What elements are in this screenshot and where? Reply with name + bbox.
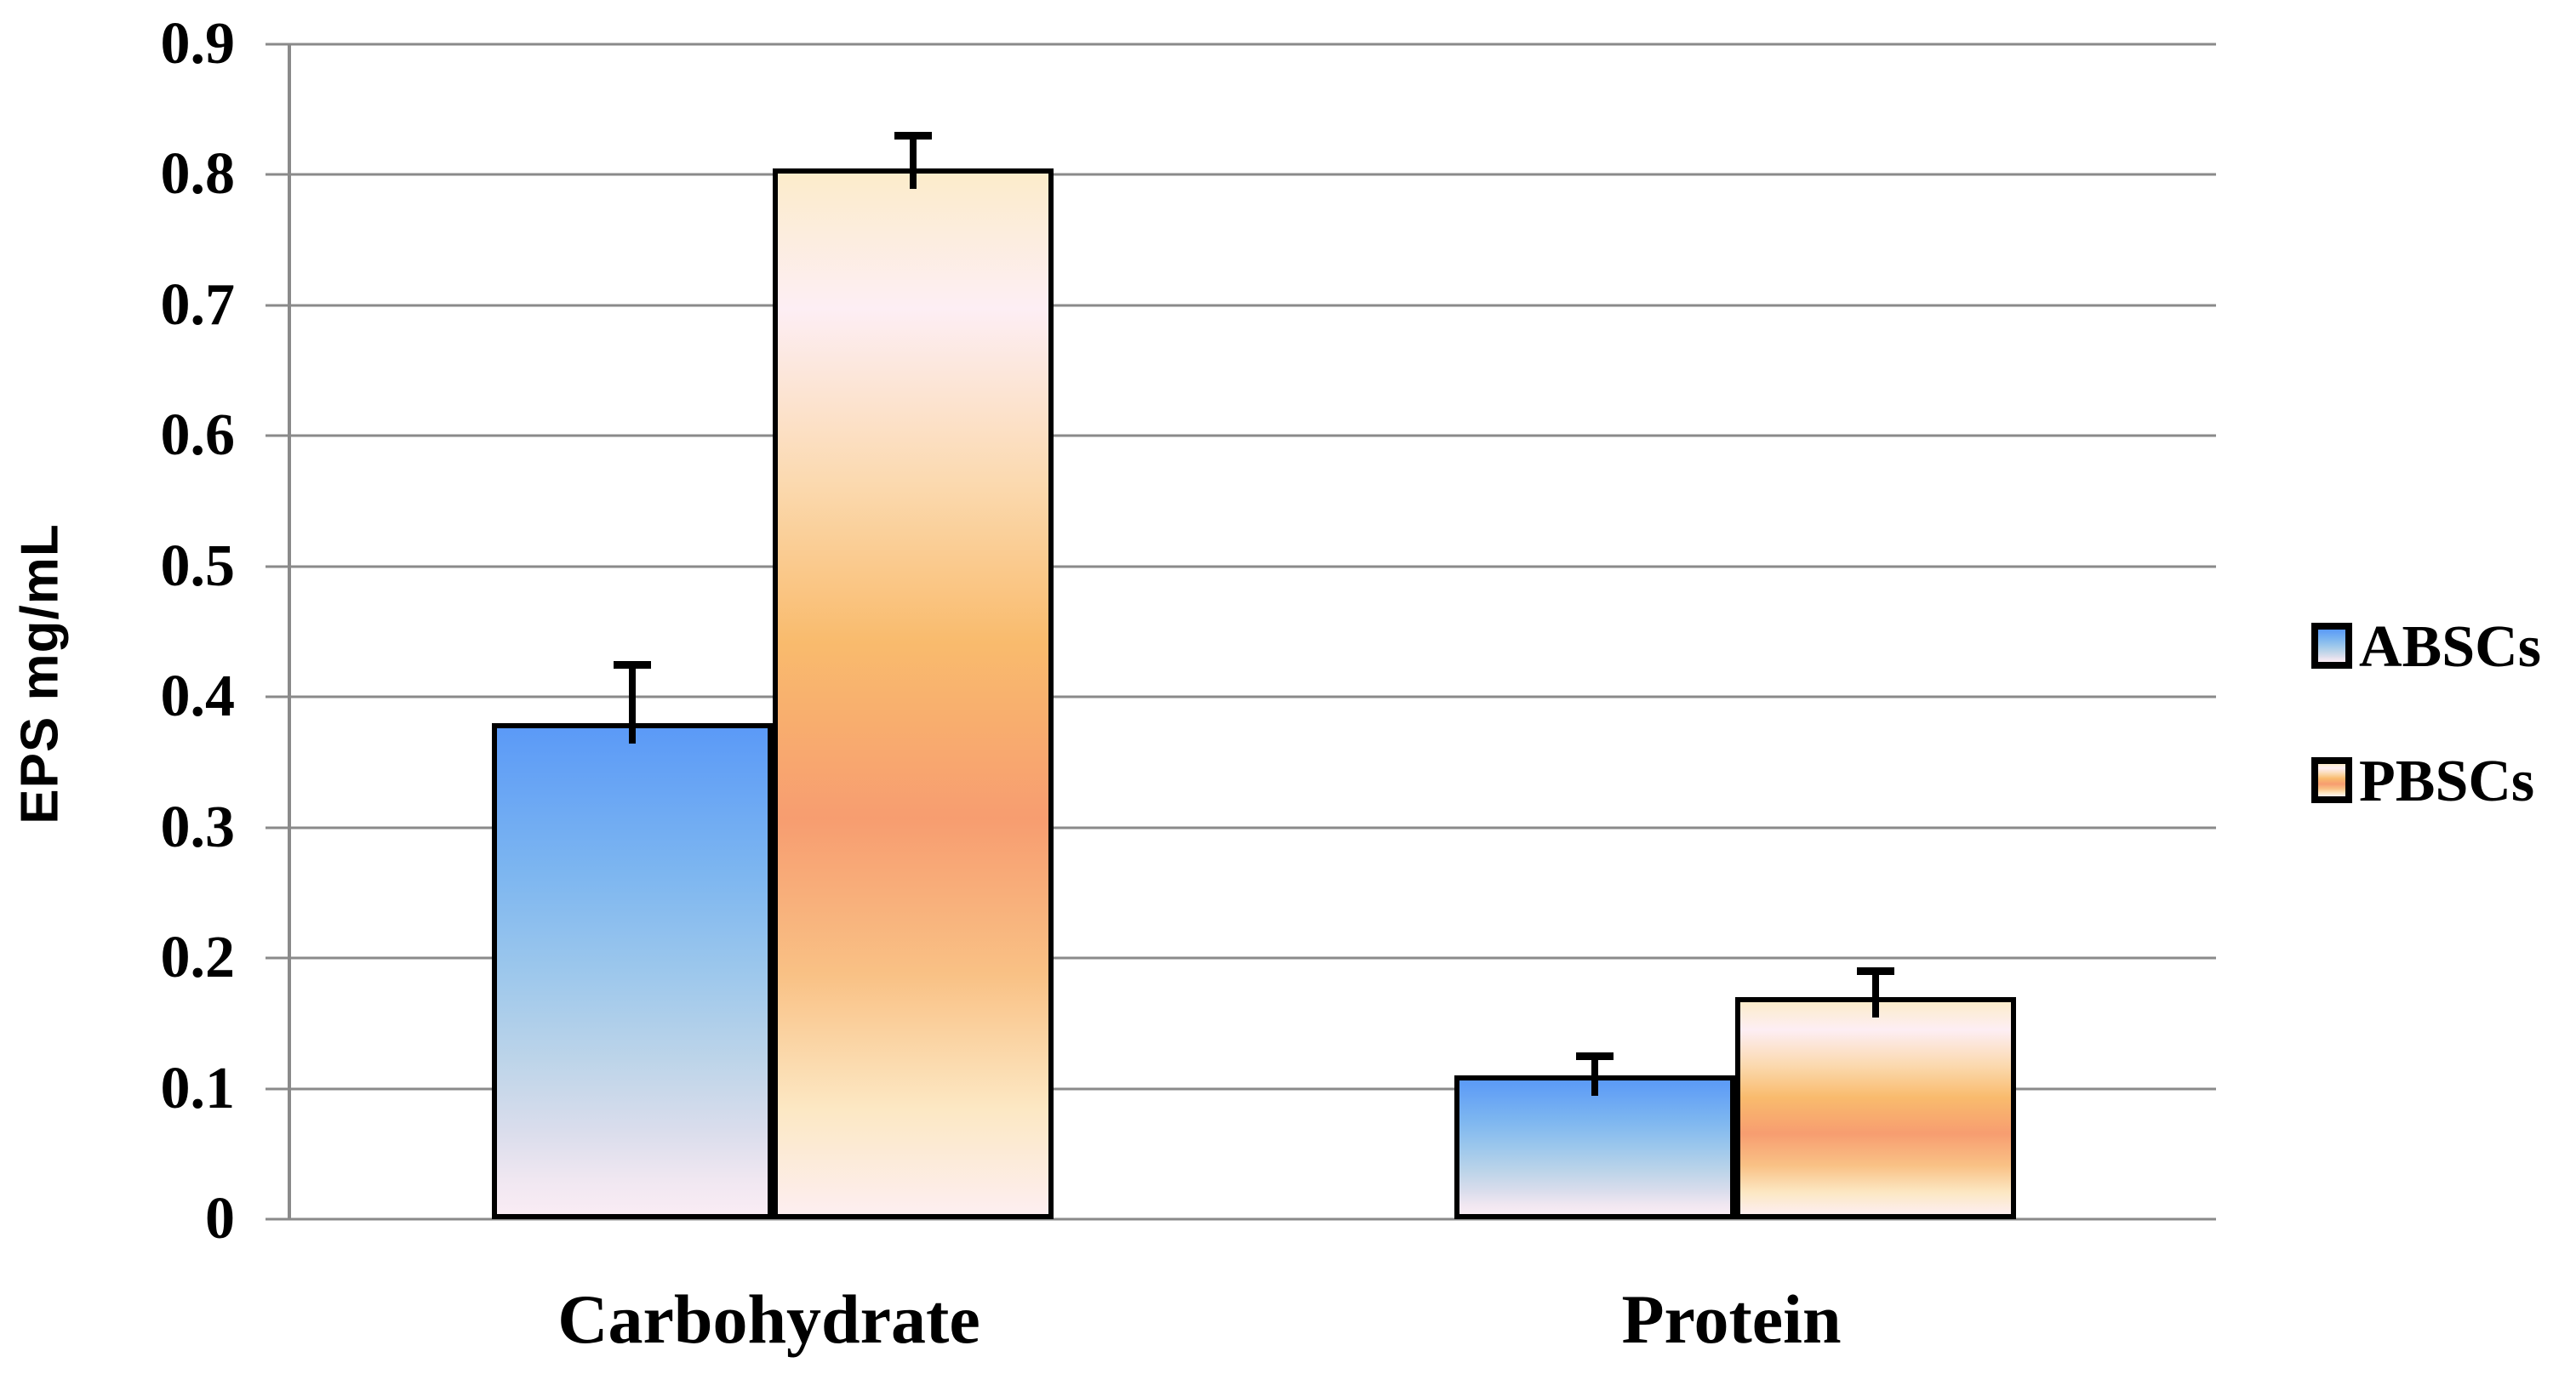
bar-abscs-protein: [1454, 1075, 1735, 1219]
error-bar-stem: [909, 135, 917, 189]
legend-swatch-pbscs-icon: [2311, 757, 2352, 803]
gridline-y: [291, 565, 2216, 568]
legend-label: PBSCs: [2359, 749, 2535, 814]
y-tick-label: 0.2: [160, 925, 236, 991]
y-tick-label: 0: [205, 1186, 235, 1251]
legend-item-abscs: ABSCs: [2311, 618, 2541, 677]
gridline-y: [291, 43, 2216, 46]
gridline-y: [291, 826, 2216, 830]
error-bar-stem: [1591, 1056, 1598, 1097]
y-tick-label: 0.9: [160, 11, 236, 77]
x-category-label-protein: Protein: [1621, 1280, 1842, 1358]
error-bar-stem: [1871, 971, 1879, 1018]
x-category-label-carbohydrate: Carbohydrate: [557, 1280, 980, 1358]
legend-item-pbscs: PBSCs: [2311, 752, 2541, 812]
gridline-y: [291, 173, 2216, 176]
legend: ABSCs PBSCs: [2311, 618, 2541, 887]
y-tick-mark: [266, 826, 291, 830]
bar-abscs-carbohydrate: [491, 722, 773, 1219]
y-tick-mark: [266, 434, 291, 437]
y-tick-label: 0.3: [160, 794, 236, 860]
y-tick-mark: [266, 695, 291, 698]
gridline-y: [291, 1217, 2216, 1221]
error-bar-cap: [894, 132, 932, 140]
gridline-y: [291, 956, 2216, 960]
error-bar-cap: [1856, 967, 1894, 976]
y-tick-label: 0.8: [160, 141, 236, 208]
y-tick-mark: [266, 173, 291, 176]
y-tick-mark: [266, 304, 291, 307]
legend-label: ABSCs: [2359, 614, 2541, 680]
y-tick-label: 0.1: [160, 1055, 236, 1121]
gridline-y: [291, 304, 2216, 307]
y-tick-label: 0.4: [160, 664, 236, 730]
y-tick-mark: [266, 565, 291, 568]
gridline-y: [291, 695, 2216, 698]
y-tick-label: 0.5: [160, 533, 236, 599]
y-tick-label: 0.7: [160, 271, 236, 338]
y-tick-mark: [266, 43, 291, 46]
y-tick-mark: [266, 956, 291, 960]
y-tick-mark: [266, 1087, 291, 1091]
gridline-y: [291, 1087, 2216, 1091]
y-tick-label: 0.6: [160, 402, 236, 469]
error-bar-cap: [613, 660, 651, 669]
legend-swatch-abscs-icon: [2311, 623, 2352, 669]
plot-area: [266, 43, 2216, 1221]
bar-pbscs-protein: [1734, 997, 2016, 1219]
gridline-y: [291, 434, 2216, 437]
bar-pbscs-carbohydrate: [772, 168, 1054, 1219]
y-tick-mark: [266, 1217, 291, 1221]
error-bar-stem: [628, 664, 636, 744]
error-bar-cap: [1575, 1052, 1614, 1061]
